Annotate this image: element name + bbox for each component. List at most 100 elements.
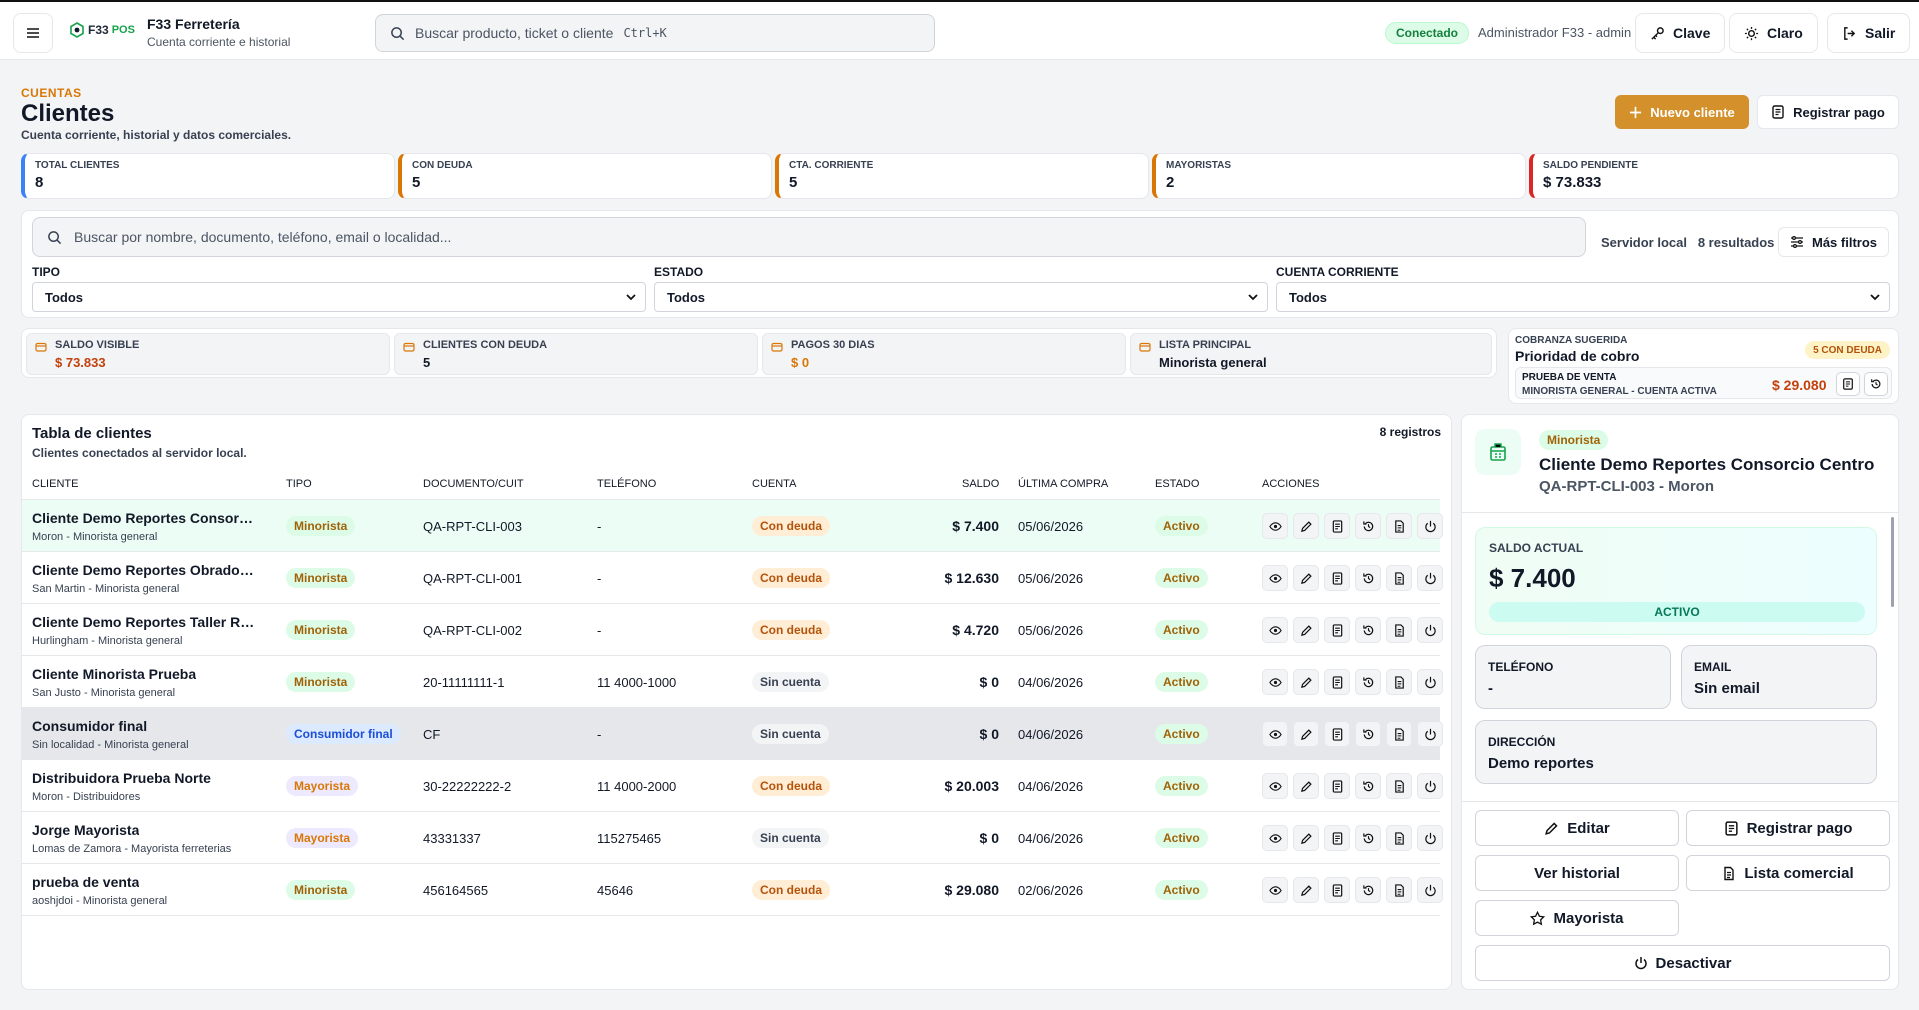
view-client-button[interactable] <box>1262 877 1288 903</box>
edit-client-button[interactable] <box>1293 617 1319 643</box>
more-filters-button[interactable]: Más filtros <box>1778 227 1889 257</box>
commercial-list-button[interactable] <box>1386 513 1412 539</box>
table-row[interactable]: Cliente Demo Reportes Consorcio Centro Mo… <box>22 500 1443 552</box>
column-header-cliente[interactable]: CLIENTE <box>32 478 79 490</box>
detail-scrollbar[interactable] <box>1891 517 1894 607</box>
client-phone: - <box>597 727 602 742</box>
column-header-documento[interactable]: DOCUMENTO/CUIT <box>423 478 524 490</box>
current-balance-card: SALDO ACTUAL $ 7.400 ACTIVO <box>1475 527 1877 635</box>
register-payment-button[interactable] <box>1324 721 1350 747</box>
edit-client-button[interactable] <box>1293 721 1319 747</box>
password-button[interactable]: Clave <box>1635 13 1726 53</box>
view-client-button[interactable] <box>1262 617 1288 643</box>
cuenta-select[interactable]: Todos <box>1276 282 1890 312</box>
table-row[interactable]: Cliente Minorista Prueba San Justo - Mino… <box>22 656 1443 708</box>
estado-select[interactable]: Todos <box>654 282 1268 312</box>
client-status-badge: Activo <box>1155 776 1208 796</box>
commercial-list-button[interactable] <box>1386 825 1412 851</box>
view-client-button[interactable] <box>1262 773 1288 799</box>
view-history-button[interactable] <box>1355 617 1381 643</box>
commercial-list-button[interactable] <box>1386 565 1412 591</box>
edit-client-button[interactable] <box>1293 825 1319 851</box>
table-row[interactable]: Cliente Demo Reportes Taller Ruta 8 Hurli… <box>22 604 1443 656</box>
toggle-active-button[interactable] <box>1417 565 1443 591</box>
view-client-button[interactable] <box>1262 669 1288 695</box>
menu-button[interactable] <box>13 13 53 53</box>
table-row[interactable]: Consumidor final Sin localidad - Minorist… <box>22 708 1443 760</box>
view-history-button[interactable] <box>1355 825 1381 851</box>
star-icon <box>1530 910 1546 925</box>
toggle-active-button[interactable] <box>1417 721 1443 747</box>
toggle-active-button[interactable] <box>1417 773 1443 799</box>
logout-button[interactable]: Salir <box>1827 13 1911 53</box>
client-name: Cliente Demo Reportes Consorcio Centro <box>1539 455 1875 474</box>
view-history-button[interactable] <box>1355 669 1381 695</box>
commercial-list-button[interactable] <box>1386 617 1412 643</box>
collection-priority-item[interactable]: PRUEBA DE VENTA MINORISTA GENERAL - CUEN… <box>1515 367 1892 399</box>
edit-client-button[interactable] <box>1293 669 1319 695</box>
table-row[interactable]: Jorge Mayorista Lomas de Zamora - Mayoris… <box>22 812 1443 864</box>
commercial-list-button[interactable] <box>1386 669 1412 695</box>
register-payment-button[interactable]: Registrar pago <box>1757 95 1899 129</box>
toggle-active-button[interactable] <box>1417 617 1443 643</box>
view-client-button[interactable] <box>1262 825 1288 851</box>
register-payment-button[interactable] <box>1324 773 1350 799</box>
edit-client-button[interactable] <box>1293 513 1319 539</box>
table-subtitle: Clientes conectados al servidor local. <box>32 446 247 460</box>
edit-client-button[interactable] <box>1293 877 1319 903</box>
collection-payment-button[interactable] <box>1836 372 1860 396</box>
stat-label: SALDO PENDIENTE <box>1543 160 1639 171</box>
commercial-list-button[interactable] <box>1386 721 1412 747</box>
register-payment-button[interactable] <box>1324 565 1350 591</box>
column-header-estado[interactable]: ESTADO <box>1155 478 1200 490</box>
toggle-active-button[interactable] <box>1417 669 1443 695</box>
toggle-active-button[interactable] <box>1417 877 1443 903</box>
collection-history-button[interactable] <box>1864 372 1888 396</box>
view-history-button[interactable] <box>1355 565 1381 591</box>
logout-button-label: Salir <box>1865 25 1896 41</box>
server-results: Servidor local 8 resultados <box>1601 235 1774 250</box>
column-header-telefono[interactable]: TELÉFONO <box>597 478 657 490</box>
register-payment-button[interactable] <box>1324 617 1350 643</box>
detail-register-payment-button[interactable]: Registrar pago <box>1686 810 1890 846</box>
view-client-button[interactable] <box>1262 513 1288 539</box>
edit-client-button[interactable] <box>1293 565 1319 591</box>
client-document: QA-RPT-CLI-001 <box>423 571 522 586</box>
commercial-list-button[interactable]: Lista comercial <box>1686 855 1890 891</box>
column-header-ultima-compra[interactable]: ÚLTIMA COMPRA <box>1018 478 1109 490</box>
edit-client-button[interactable]: Editar <box>1475 810 1679 846</box>
column-header-cuenta[interactable]: CUENTA <box>752 478 797 490</box>
toggle-active-button[interactable] <box>1417 825 1443 851</box>
theme-toggle-button[interactable]: Claro <box>1729 13 1818 53</box>
table-row[interactable]: Cliente Demo Reportes Obrador Norte San M… <box>22 552 1443 604</box>
register-payment-button[interactable] <box>1324 877 1350 903</box>
view-client-button[interactable] <box>1262 565 1288 591</box>
client-status-badge: Activo <box>1155 880 1208 900</box>
table-row[interactable]: Distribuidora Prueba Norte Moron - Distri… <box>22 760 1443 812</box>
edit-client-button[interactable] <box>1293 773 1319 799</box>
account-status-badge: Con deuda <box>752 568 830 588</box>
register-payment-button[interactable] <box>1324 669 1350 695</box>
column-header-saldo[interactable]: SALDO <box>962 478 1000 490</box>
client-search-input[interactable]: Buscar por nombre, documento, teléfono, … <box>32 217 1586 257</box>
tipo-select[interactable]: Todos <box>32 282 646 312</box>
new-client-button[interactable]: Nuevo cliente <box>1615 95 1749 129</box>
view-history-button[interactable] <box>1355 721 1381 747</box>
view-history-button[interactable] <box>1355 773 1381 799</box>
view-history-button[interactable] <box>1355 513 1381 539</box>
wallet-icon <box>35 342 47 352</box>
view-history-button[interactable]: Ver historial <box>1475 855 1679 891</box>
register-payment-button[interactable] <box>1324 513 1350 539</box>
deactivate-button[interactable]: Desactivar <box>1475 945 1890 981</box>
column-header-tipo[interactable]: TIPO <box>286 478 312 490</box>
view-history-button[interactable] <box>1355 877 1381 903</box>
commercial-list-button[interactable] <box>1386 877 1412 903</box>
global-search-input[interactable]: Buscar producto, ticket o cliente Ctrl+K <box>375 14 935 52</box>
view-client-button[interactable] <box>1262 721 1288 747</box>
wholesale-button[interactable]: Mayorista <box>1475 900 1679 936</box>
toggle-active-button[interactable] <box>1417 513 1443 539</box>
table-row[interactable]: prueba de venta aoshjdoi - Minorista gene… <box>22 864 1443 916</box>
register-payment-button[interactable] <box>1324 825 1350 851</box>
commercial-list-button[interactable] <box>1386 773 1412 799</box>
table-title: Tabla de clientes <box>32 425 152 442</box>
